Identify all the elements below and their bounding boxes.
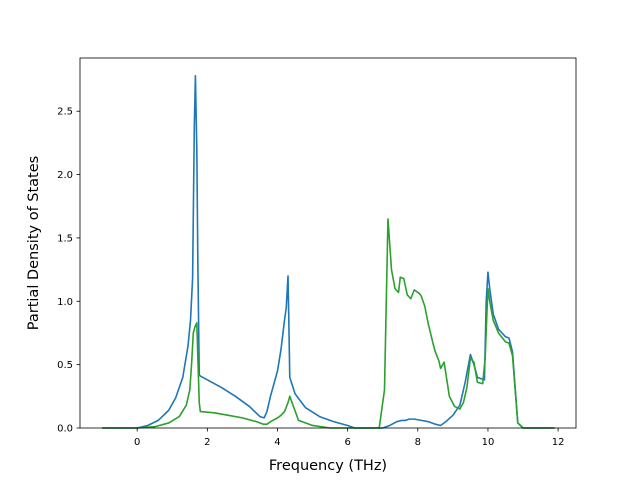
y-tick-label: 0.5 bbox=[57, 360, 73, 371]
x-tick-label: 6 bbox=[344, 437, 350, 448]
x-tick-label: 4 bbox=[274, 437, 280, 448]
series-layer bbox=[102, 74, 555, 429]
y-tick-label: 2.5 bbox=[57, 107, 73, 118]
x-tick-label: 10 bbox=[482, 437, 495, 448]
x-tick-label: 2 bbox=[204, 437, 210, 448]
series-line-2 bbox=[102, 218, 555, 429]
y-tick-label: 0.0 bbox=[57, 424, 73, 435]
y-tick-label: 1.5 bbox=[57, 233, 73, 244]
x-tick-label: 0 bbox=[134, 437, 140, 448]
y-tick-label: 2.0 bbox=[57, 170, 73, 181]
x-axis: 0 2 4 6 8 10 12 bbox=[134, 428, 564, 448]
y-axis: 0.0 0.5 1.0 1.5 2.0 2.5 bbox=[57, 107, 80, 435]
x-tick-label: 8 bbox=[415, 437, 421, 448]
series-line-1 bbox=[102, 74, 555, 429]
x-tick-label: 12 bbox=[552, 437, 565, 448]
y-axis-label: Partial Density of States bbox=[26, 156, 42, 330]
y-tick-label: 1.0 bbox=[57, 297, 73, 308]
plot-frame bbox=[79, 57, 577, 429]
x-axis-label: Frequency (THz) bbox=[269, 458, 387, 474]
